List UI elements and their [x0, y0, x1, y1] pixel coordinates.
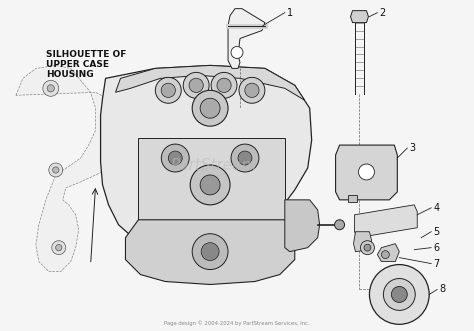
Polygon shape: [16, 66, 126, 271]
Text: 8: 8: [439, 284, 445, 295]
Circle shape: [231, 144, 259, 172]
Text: Page design © 2004-2024 by PartStream Services, Inc.: Page design © 2004-2024 by PartStream Se…: [164, 321, 310, 326]
Text: 6: 6: [433, 243, 439, 253]
Circle shape: [168, 151, 182, 165]
Circle shape: [192, 90, 228, 126]
Text: 4: 4: [433, 203, 439, 213]
Polygon shape: [126, 220, 295, 285]
Text: 5: 5: [433, 227, 439, 237]
Polygon shape: [355, 205, 417, 238]
Circle shape: [239, 77, 265, 103]
Text: 2: 2: [379, 8, 386, 18]
Polygon shape: [116, 66, 305, 100]
Polygon shape: [377, 244, 399, 261]
Circle shape: [392, 287, 407, 303]
Circle shape: [200, 175, 220, 195]
Polygon shape: [347, 195, 357, 202]
Polygon shape: [100, 66, 312, 255]
Circle shape: [231, 46, 243, 59]
Circle shape: [161, 83, 175, 97]
Text: 3: 3: [409, 143, 415, 153]
Polygon shape: [350, 11, 368, 23]
Circle shape: [369, 264, 429, 324]
Circle shape: [245, 83, 259, 97]
Circle shape: [201, 243, 219, 260]
Text: 7: 7: [433, 259, 439, 268]
Circle shape: [382, 251, 389, 259]
Circle shape: [200, 98, 220, 118]
Circle shape: [217, 78, 231, 92]
Circle shape: [335, 220, 345, 230]
Text: 1: 1: [287, 8, 293, 18]
Circle shape: [47, 85, 55, 92]
Circle shape: [183, 72, 209, 98]
Circle shape: [43, 80, 59, 96]
Circle shape: [53, 167, 59, 173]
Circle shape: [55, 245, 62, 251]
Polygon shape: [138, 138, 285, 220]
Circle shape: [192, 234, 228, 269]
Polygon shape: [285, 200, 319, 252]
Circle shape: [238, 151, 252, 165]
Polygon shape: [228, 9, 265, 69]
Polygon shape: [354, 232, 372, 252]
Circle shape: [49, 163, 63, 177]
Circle shape: [189, 78, 203, 92]
Circle shape: [211, 72, 237, 98]
Circle shape: [361, 241, 374, 255]
Circle shape: [161, 144, 189, 172]
Polygon shape: [336, 145, 397, 200]
Circle shape: [155, 77, 181, 103]
Circle shape: [190, 165, 230, 205]
Circle shape: [383, 278, 415, 310]
Circle shape: [52, 241, 66, 255]
Text: PartStream: PartStream: [170, 158, 256, 173]
Text: SILHOUETTE OF
UPPER CASE
HOUSING: SILHOUETTE OF UPPER CASE HOUSING: [46, 50, 126, 79]
Circle shape: [358, 164, 374, 180]
Circle shape: [364, 244, 371, 251]
